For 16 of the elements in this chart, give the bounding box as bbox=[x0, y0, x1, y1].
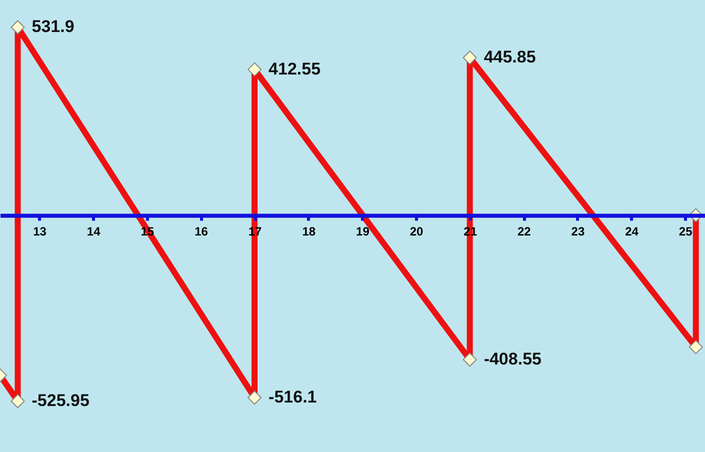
x-tick-label: 13 bbox=[33, 224, 47, 239]
x-tick-label: 20 bbox=[410, 224, 424, 239]
x-tick-label: 14 bbox=[86, 224, 101, 239]
x-tick-label: 19 bbox=[356, 224, 370, 239]
data-label: -525.95 bbox=[32, 391, 90, 410]
data-label: 531.9 bbox=[32, 17, 74, 36]
data-label: 412.55 bbox=[268, 59, 321, 78]
data-label: 445.85 bbox=[484, 48, 536, 67]
x-tick-label: 25 bbox=[678, 224, 693, 239]
data-label: -408.55 bbox=[484, 350, 542, 369]
data-label: -516.1 bbox=[268, 388, 317, 407]
x-tick-label: 16 bbox=[194, 224, 208, 239]
x-tick-label: 18 bbox=[302, 224, 316, 239]
x-tick-label: 22 bbox=[517, 224, 532, 239]
x-tick-label: 24 bbox=[625, 224, 639, 239]
x-tick-label: 23 bbox=[571, 224, 585, 239]
